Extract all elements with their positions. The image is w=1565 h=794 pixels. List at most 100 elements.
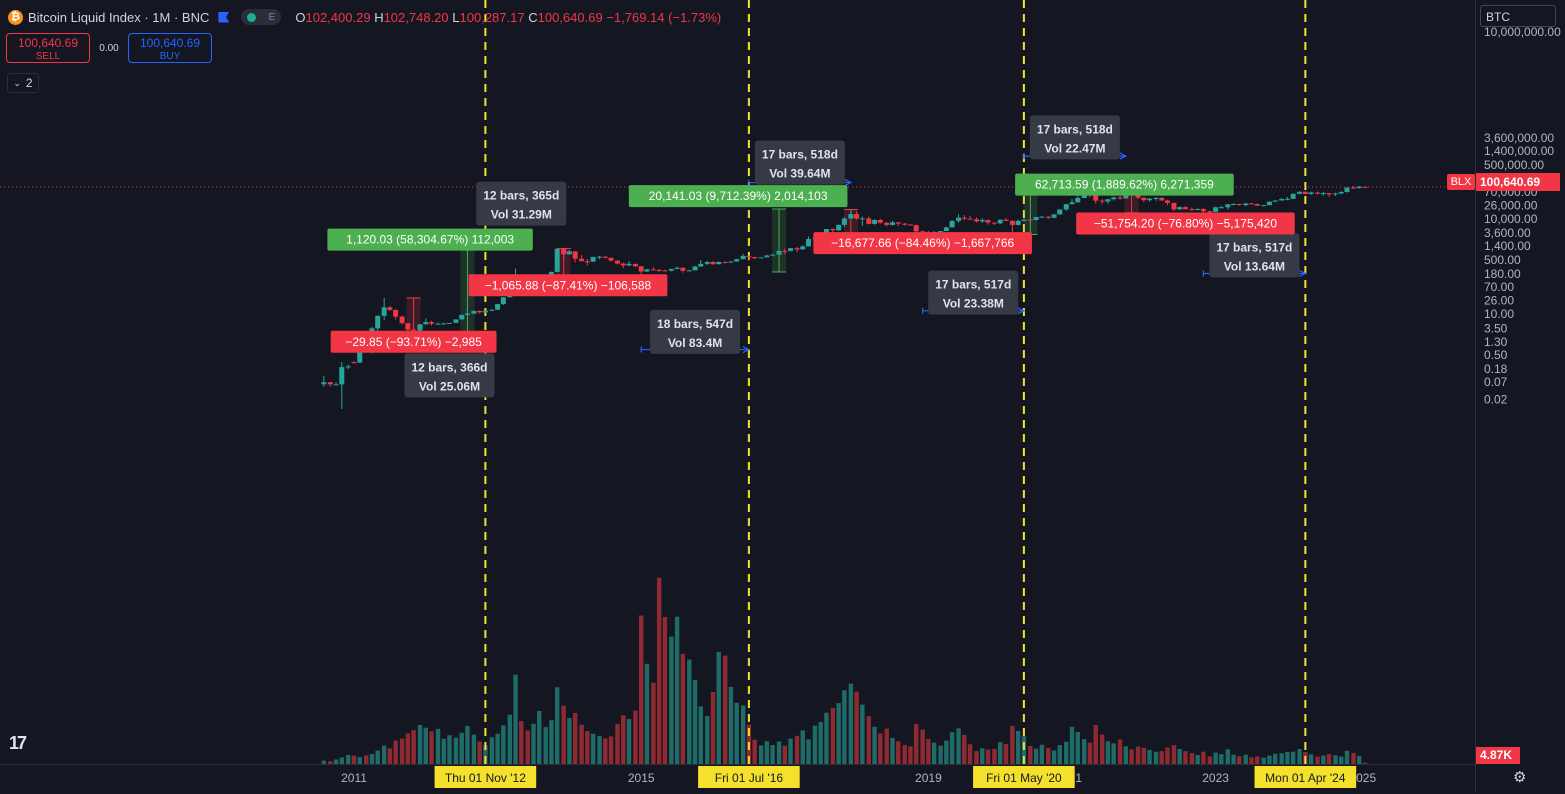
halving-date-text: Thu 01 Nov '12: [445, 771, 526, 785]
candle-body: [482, 310, 488, 313]
low-key: L: [452, 9, 460, 25]
volume-bar: [1297, 749, 1302, 764]
volume-bar: [1099, 734, 1105, 764]
indicators-toggle[interactable]: ⌄ 2: [7, 73, 39, 93]
volume-bar: [1219, 754, 1224, 764]
volume-bar: [1015, 731, 1021, 764]
candle-body: [590, 256, 596, 262]
halving-date-badge[interactable]: [698, 766, 800, 788]
candle-body: [991, 222, 997, 224]
volume-bar: [1021, 736, 1027, 764]
candle-body: [1344, 187, 1350, 192]
candle-body: [1009, 220, 1015, 225]
candle-body: [1236, 204, 1242, 206]
candle-body: [985, 219, 991, 223]
candle-body: [770, 254, 776, 256]
market-status-pill[interactable]: E: [241, 9, 282, 25]
y-tick-label: 10.00: [1484, 307, 1514, 321]
sell-button[interactable]: 100,640.69 SELL: [6, 33, 90, 63]
candle-body: [830, 229, 836, 231]
open-key: O: [295, 9, 306, 25]
volume-bar: [417, 725, 423, 764]
volume-bar: [633, 710, 638, 764]
candle-body: [339, 367, 345, 385]
halving-date-badge[interactable]: [1254, 766, 1357, 788]
range-bars-text: 12 bars, 365d: [483, 189, 559, 203]
price-chart[interactable]: 12 bars, 365d Vol 31.29M 17 bars, 518d Vol …: [0, 0, 1475, 764]
tradingview-logo-icon[interactable]: 17: [9, 733, 27, 753]
volume-bar: [931, 742, 937, 764]
candle-body: [446, 322, 452, 324]
candle-body: [662, 270, 668, 272]
candle-body: [471, 310, 477, 314]
range-bars-text: 17 bars, 517d: [935, 278, 1011, 292]
candle-body: [997, 219, 1003, 224]
candle-body: [1105, 199, 1111, 202]
buy-button[interactable]: 100,640.69 BUY: [128, 33, 212, 63]
halving-date-badge[interactable]: [973, 766, 1075, 788]
candle-body: [333, 384, 339, 386]
candle-body: [638, 266, 644, 272]
volume-bar: [1111, 743, 1116, 764]
y-tick-label: 0.02: [1484, 392, 1508, 406]
bitcoin-icon: ₿: [8, 9, 23, 25]
time-axis[interactable]: 201120152019202370212025Thu 01 Nov '12Fr…: [0, 764, 1475, 794]
trade-panel: 100,640.69 SELL 0.00 100,640.69 BUY: [6, 33, 212, 63]
high-key: H: [374, 9, 384, 25]
candle-body: [1171, 202, 1177, 210]
settings-gear-icon[interactable]: ⚙: [1513, 769, 1527, 786]
volume-bar: [501, 725, 506, 764]
volume-bar: [554, 687, 560, 764]
currency-select[interactable]: BTC: [1480, 5, 1556, 27]
volume-bar: [908, 746, 913, 764]
candle-body: [1021, 219, 1027, 221]
candle-body: [561, 248, 567, 255]
volume-bar: [788, 738, 793, 764]
candle-body: [920, 231, 926, 233]
volume-bar: [944, 740, 949, 764]
candle-body: [967, 218, 973, 220]
candle-body: [1320, 193, 1326, 195]
candle-body: [913, 225, 919, 232]
candle-body: [854, 214, 860, 219]
candle-body: [943, 227, 949, 232]
candle-body: [489, 309, 495, 311]
candle-body: [1051, 214, 1057, 218]
candle-body: [902, 223, 908, 225]
chevron-down-icon: ⌄: [13, 77, 21, 88]
volume-bar: [1087, 742, 1093, 764]
volume-bar: [770, 745, 775, 764]
candle-body: [566, 251, 572, 255]
flag-icon[interactable]: [218, 11, 230, 23]
candle-body: [692, 266, 698, 271]
volume-bar: [1351, 752, 1356, 764]
candle-body: [464, 313, 470, 315]
range-bars-text: 12 bars, 366d: [411, 360, 487, 374]
candle-body: [1027, 219, 1033, 221]
volume-bar: [1237, 756, 1242, 764]
candle-body: [650, 269, 656, 271]
candle-body: [1015, 220, 1021, 225]
volume-bar: [1123, 746, 1129, 764]
measure-label-text: 20,141.03 (9,712.39%) 2,014,103: [649, 189, 828, 203]
candle-body: [1290, 193, 1296, 199]
candle-body: [327, 382, 333, 385]
volume-bar: [680, 653, 686, 764]
candle-body: [668, 268, 674, 271]
low-value: 100,287.17: [459, 9, 525, 25]
halving-date-badge[interactable]: [434, 766, 537, 788]
volume-bar: [967, 744, 973, 764]
price-axis[interactable]: 3,600,000.001,400,000.00500,000.00180,00…: [1475, 0, 1565, 793]
candle-body: [1225, 204, 1231, 208]
symbol-title[interactable]: Bitcoin Liquid Index · 1M · BNC: [28, 9, 210, 25]
volume-bar: [1064, 741, 1069, 764]
candle-body: [1057, 209, 1063, 215]
market-open-dot-icon: [247, 12, 257, 22]
volume-bar: [1093, 725, 1098, 764]
candle-body: [1135, 194, 1141, 198]
candle-body: [417, 324, 423, 331]
candle-body: [477, 310, 483, 313]
candle-body: [674, 267, 680, 269]
volume-bar: [1082, 739, 1087, 764]
candle-body: [1261, 205, 1267, 207]
